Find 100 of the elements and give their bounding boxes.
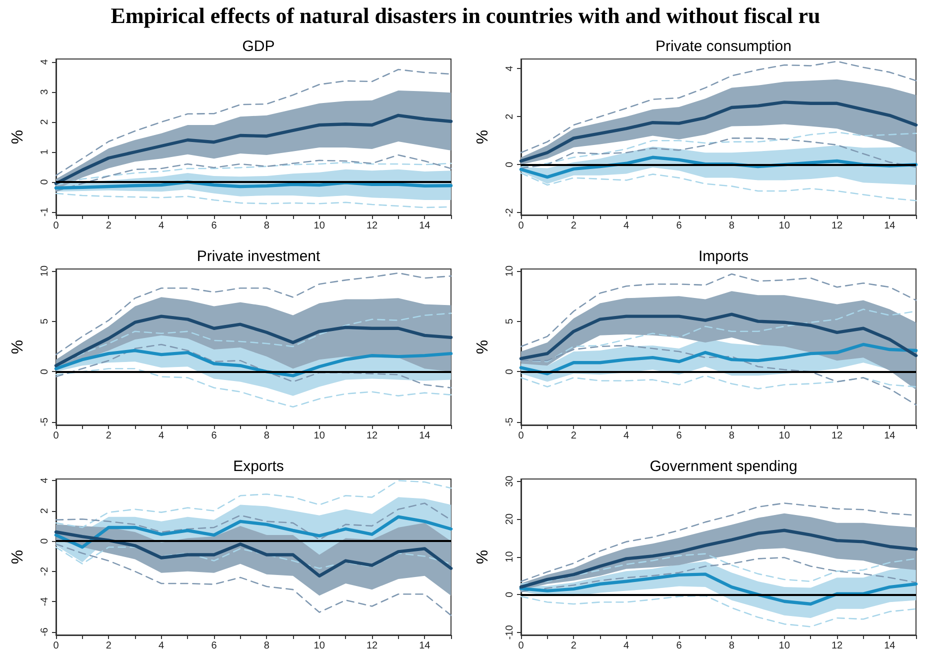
y-tick-label: 10	[40, 265, 50, 277]
x-tick-label: 4	[624, 220, 630, 232]
line-series	[520, 273, 917, 348]
x-tick-label: 12	[366, 430, 378, 442]
line-series	[55, 543, 452, 616]
y-tick-label: -5	[40, 417, 50, 426]
x-tick-label: 14	[884, 430, 896, 442]
x-tick-label: 4	[158, 430, 165, 442]
x-tick-label: 12	[831, 220, 843, 232]
y-axis-title: %	[474, 130, 492, 144]
line-series	[519, 342, 918, 376]
line-series	[55, 272, 452, 356]
chart-title: Government spending	[650, 458, 798, 475]
y-axis-title: %	[10, 130, 26, 144]
x-tick-label: 6	[211, 220, 218, 232]
line-series	[520, 172, 917, 202]
y-tick-label: 4	[40, 477, 50, 484]
y-tick-label: 5	[40, 318, 50, 324]
y-tick-label: -1	[40, 207, 50, 216]
x-tick-label: 6	[676, 220, 682, 232]
x-tick-label: 8	[728, 430, 735, 442]
y-axis-title: %	[10, 340, 26, 354]
line-series	[519, 100, 918, 163]
line-series	[520, 375, 917, 390]
x-tick-label: 14	[419, 220, 431, 232]
x-tick-label: 10	[778, 430, 790, 442]
x-tick-label: 8	[728, 220, 735, 232]
x-tick-label: 0	[518, 430, 524, 442]
line-series	[55, 154, 452, 192]
y-tick-label: 0	[504, 161, 516, 168]
chart-title: Imports	[698, 248, 749, 265]
y-tick-label: 20	[504, 513, 516, 525]
x-tick-label: 2	[570, 430, 577, 442]
line-series	[520, 556, 917, 592]
line-series	[55, 68, 452, 176]
x-tick-label: 14	[419, 430, 431, 442]
x-tick-label: 0	[53, 220, 60, 232]
y-tick-label: 10	[504, 550, 516, 562]
y-tick-label: 0	[40, 368, 50, 374]
x-tick-label: 12	[366, 220, 378, 232]
y-tick-label: 2	[40, 508, 50, 514]
x-tick-label: 10	[314, 430, 326, 442]
line-series	[55, 368, 452, 408]
y-tick-label: 1	[40, 148, 50, 155]
y-tick-label: 0	[40, 178, 50, 185]
line-series	[54, 515, 453, 549]
chart-title: GDP	[242, 38, 275, 55]
x-tick-label: 6	[676, 430, 682, 442]
chart-title: Private consumption	[656, 38, 792, 55]
y-tick-label: -5	[504, 417, 516, 426]
x-tick-label: 10	[778, 640, 790, 652]
y-tick-label: 0	[504, 368, 516, 374]
x-tick-label: 10	[314, 220, 326, 232]
y-tick-label: -6	[40, 627, 50, 636]
line-series	[519, 572, 918, 606]
text: Empirical effects of natural disasters in countries with and without fiscal ru	[110, 2, 820, 30]
x-tick-label: 14	[884, 640, 896, 652]
line-series	[54, 114, 453, 186]
x-tick-label: 12	[366, 640, 378, 652]
x-tick-label: 2	[106, 640, 112, 652]
x-tick-label: 0	[518, 640, 524, 652]
line-series	[54, 180, 453, 190]
x-tick-label: 6	[211, 430, 218, 442]
x-tick-label: 10	[778, 220, 790, 232]
y-tick-label: 4	[504, 65, 516, 72]
y-tick-label: 0	[40, 538, 50, 544]
x-tick-label: 4	[624, 640, 630, 652]
x-tick-label: 4	[158, 640, 165, 652]
x-tick-label: 8	[264, 220, 270, 232]
x-tick-label: 12	[831, 640, 843, 652]
x-tick-label: 0	[53, 640, 60, 652]
x-tick-label: 6	[211, 640, 218, 652]
x-tick-label: 8	[264, 430, 270, 442]
y-tick-label: 2	[504, 113, 516, 120]
line-series	[520, 344, 917, 406]
line-series	[520, 132, 917, 168]
x-tick-label: 12	[831, 430, 843, 442]
y-axis-title: %	[474, 340, 492, 354]
line-series	[520, 553, 917, 585]
line-series	[55, 480, 452, 528]
x-tick-label: 0	[53, 430, 60, 442]
line-series	[519, 528, 918, 589]
y-tick-label: 2	[40, 118, 50, 125]
line-series	[54, 530, 453, 578]
x-tick-label: 2	[106, 220, 112, 232]
y-tick-label: 4	[40, 58, 50, 65]
y-tick-label: -10	[504, 624, 516, 640]
x-tick-label: 0	[518, 220, 524, 232]
chart-title: Exports	[233, 458, 284, 475]
line-series	[520, 595, 917, 628]
x-tick-label: 2	[570, 220, 577, 232]
chart-title: Private investment	[196, 248, 322, 265]
y-tick-label: 10	[504, 265, 516, 277]
x-tick-label: 14	[419, 640, 431, 652]
x-tick-label: 4	[158, 220, 165, 232]
y-axis-title: %	[10, 550, 26, 564]
x-tick-label: 2	[570, 640, 577, 652]
y-tick-label: -2	[40, 566, 50, 576]
line-series	[54, 348, 453, 378]
line-series	[55, 344, 452, 388]
